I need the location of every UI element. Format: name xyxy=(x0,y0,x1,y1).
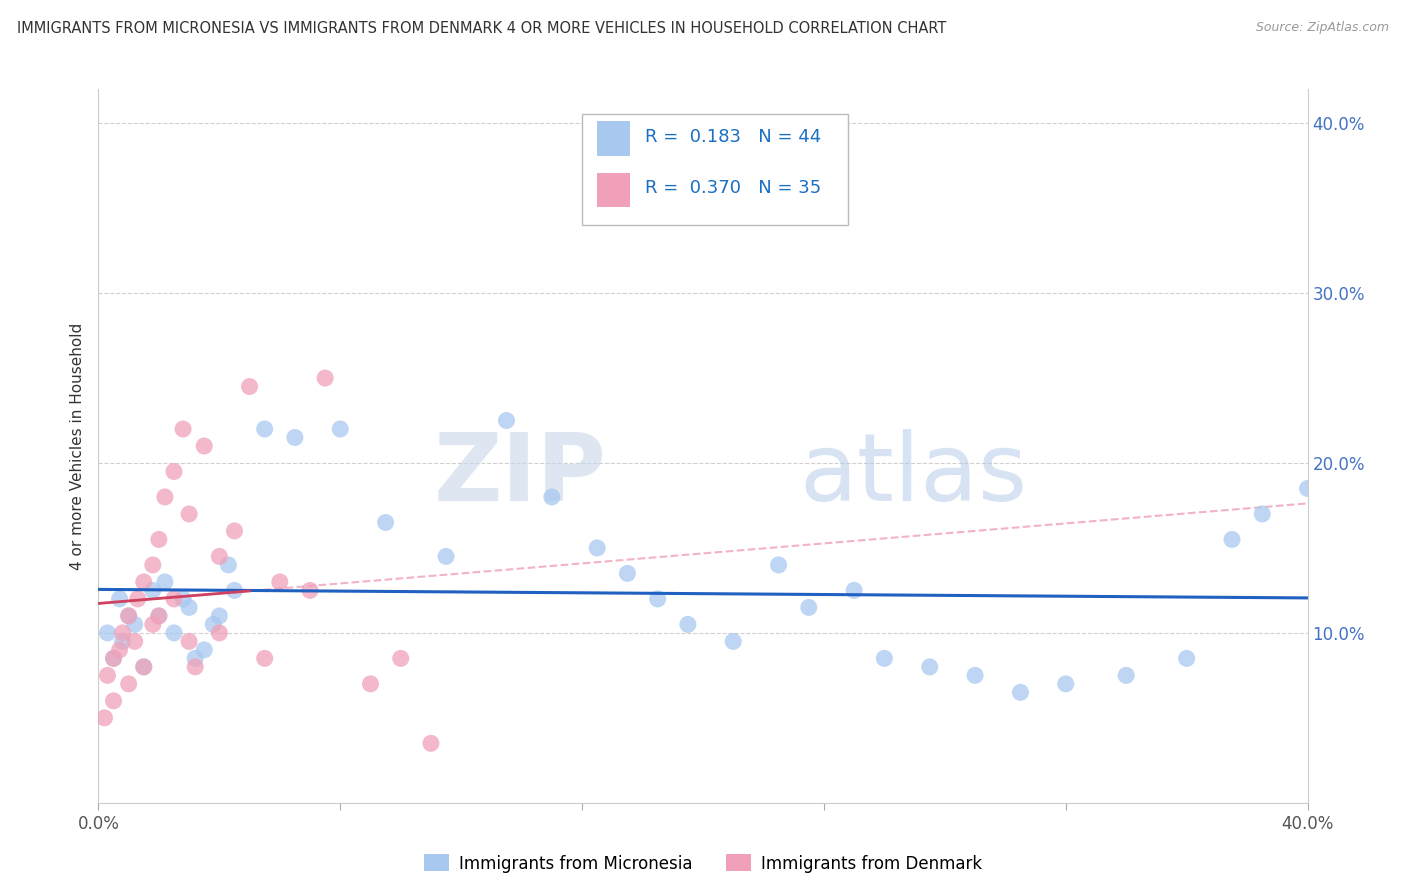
Point xyxy=(1010,685,1032,699)
Point xyxy=(208,549,231,564)
Point xyxy=(1115,668,1137,682)
Legend: Immigrants from Micronesia, Immigrants from Denmark: Immigrants from Micronesia, Immigrants f… xyxy=(418,847,988,880)
Text: Source: ZipAtlas.com: Source: ZipAtlas.com xyxy=(1256,21,1389,34)
Point xyxy=(184,651,207,665)
Point xyxy=(193,643,215,657)
Point xyxy=(224,524,246,538)
Point xyxy=(142,558,165,572)
Point xyxy=(132,574,155,589)
Point xyxy=(1220,533,1243,547)
Point xyxy=(127,591,149,606)
Point xyxy=(108,591,131,606)
Point xyxy=(108,643,131,657)
Point xyxy=(208,626,231,640)
Text: R =  0.370   N = 35: R = 0.370 N = 35 xyxy=(645,179,821,197)
Point xyxy=(153,490,176,504)
Point xyxy=(93,711,115,725)
Point xyxy=(124,617,146,632)
Point xyxy=(103,651,125,665)
Point xyxy=(873,651,896,665)
Point xyxy=(148,533,170,547)
Text: R =  0.183   N = 44: R = 0.183 N = 44 xyxy=(645,128,821,146)
Point xyxy=(103,694,125,708)
Point xyxy=(253,422,276,436)
Point xyxy=(184,660,207,674)
Point xyxy=(142,617,165,632)
Point xyxy=(163,591,186,606)
Point xyxy=(111,626,134,640)
Point xyxy=(269,574,291,589)
Point xyxy=(208,608,231,623)
Point xyxy=(224,583,246,598)
Point xyxy=(172,422,194,436)
Point xyxy=(179,634,201,648)
Point xyxy=(118,677,141,691)
Point xyxy=(389,651,412,665)
Point xyxy=(132,660,155,674)
Point xyxy=(153,574,176,589)
Point xyxy=(142,583,165,598)
Point xyxy=(1296,482,1319,496)
Point xyxy=(965,668,987,682)
Point xyxy=(586,541,609,555)
Point xyxy=(96,668,118,682)
Point xyxy=(540,490,562,504)
Point xyxy=(111,634,134,648)
Point xyxy=(96,626,118,640)
Point xyxy=(124,634,146,648)
Text: atlas: atlas xyxy=(800,428,1028,521)
Point xyxy=(132,660,155,674)
Point xyxy=(1251,507,1274,521)
Point xyxy=(217,558,239,572)
FancyBboxPatch shape xyxy=(596,121,630,155)
Point xyxy=(202,617,225,632)
Point xyxy=(284,430,307,444)
Point xyxy=(374,516,396,530)
Point xyxy=(918,660,941,674)
Point xyxy=(118,608,141,623)
Point xyxy=(163,626,186,640)
Text: ZIP: ZIP xyxy=(433,428,606,521)
Point xyxy=(329,422,352,436)
Point xyxy=(193,439,215,453)
Point xyxy=(163,465,186,479)
Point xyxy=(172,591,194,606)
Point xyxy=(434,549,457,564)
Point xyxy=(360,677,382,691)
Point xyxy=(179,600,201,615)
Point xyxy=(1175,651,1198,665)
FancyBboxPatch shape xyxy=(596,173,630,207)
Point xyxy=(797,600,820,615)
Point xyxy=(676,617,699,632)
Point xyxy=(420,736,443,750)
Point xyxy=(118,608,141,623)
Point xyxy=(844,583,866,598)
Point xyxy=(768,558,790,572)
Text: IMMIGRANTS FROM MICRONESIA VS IMMIGRANTS FROM DENMARK 4 OR MORE VEHICLES IN HOUS: IMMIGRANTS FROM MICRONESIA VS IMMIGRANTS… xyxy=(17,21,946,36)
Point xyxy=(179,507,201,521)
Point xyxy=(299,583,322,598)
Point xyxy=(1054,677,1077,691)
Point xyxy=(148,608,170,623)
Point xyxy=(647,591,669,606)
Point xyxy=(103,651,125,665)
Y-axis label: 4 or more Vehicles in Household: 4 or more Vehicles in Household xyxy=(70,322,86,570)
Point xyxy=(253,651,276,665)
Point xyxy=(239,379,262,393)
Point xyxy=(148,608,170,623)
FancyBboxPatch shape xyxy=(582,114,848,225)
Point xyxy=(314,371,336,385)
Point xyxy=(495,413,517,427)
Point xyxy=(723,634,745,648)
Point xyxy=(616,566,638,581)
